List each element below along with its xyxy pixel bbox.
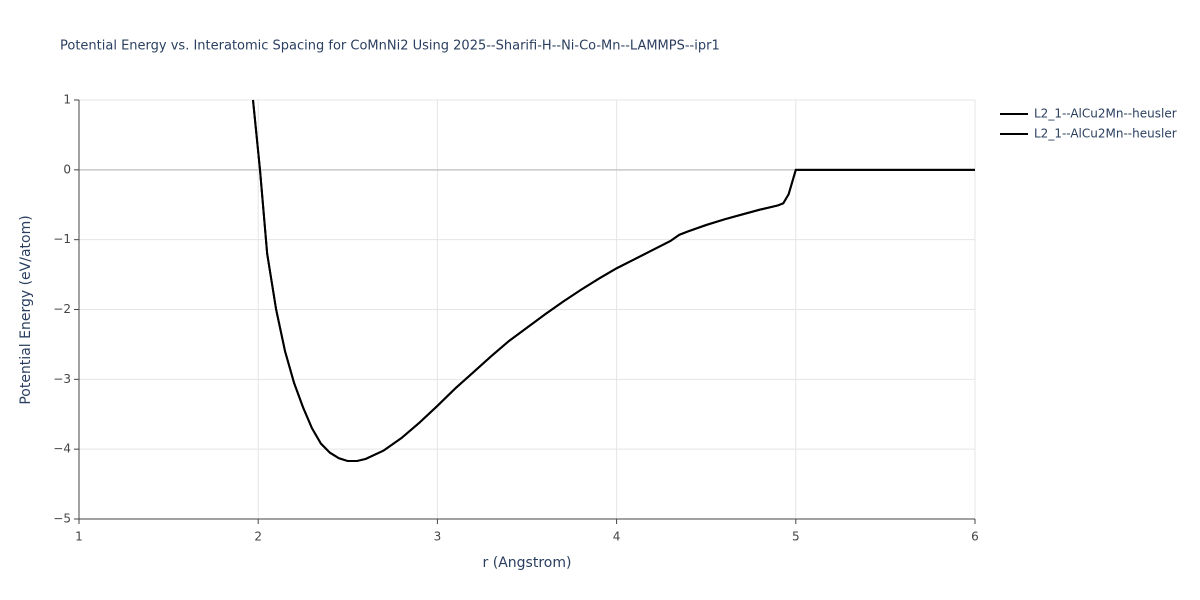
chart-title: Potential Energy vs. Interatomic Spacing… [60,39,720,54]
data-line [252,99,975,463]
y-tick-label: −3 [53,372,71,386]
y-tick-label: −2 [53,302,71,316]
x-tick-label: 5 [792,530,800,544]
legend-label: L2_1--AlCu2Mn--heusler [1034,127,1177,141]
x-tick-label: 4 [613,530,621,544]
x-tick-label: 6 [971,530,979,544]
y-tick-label: 0 [63,162,71,176]
y-axis-title: Potential Energy (eV/atom) [18,215,34,404]
x-tick-label: 1 [75,530,83,544]
x-tick-label: 2 [254,530,262,544]
x-tick-label: 3 [434,530,442,544]
y-tick-label: −4 [53,442,71,456]
y-tick-label: −5 [53,512,71,526]
legend-label: L2_1--AlCu2Mn--heusler [1034,107,1177,121]
data-line [252,99,975,463]
y-tick-label: 1 [63,93,71,107]
y-tick-label: −1 [53,232,71,246]
x-axis-title: r (Angstrom) [483,555,572,571]
